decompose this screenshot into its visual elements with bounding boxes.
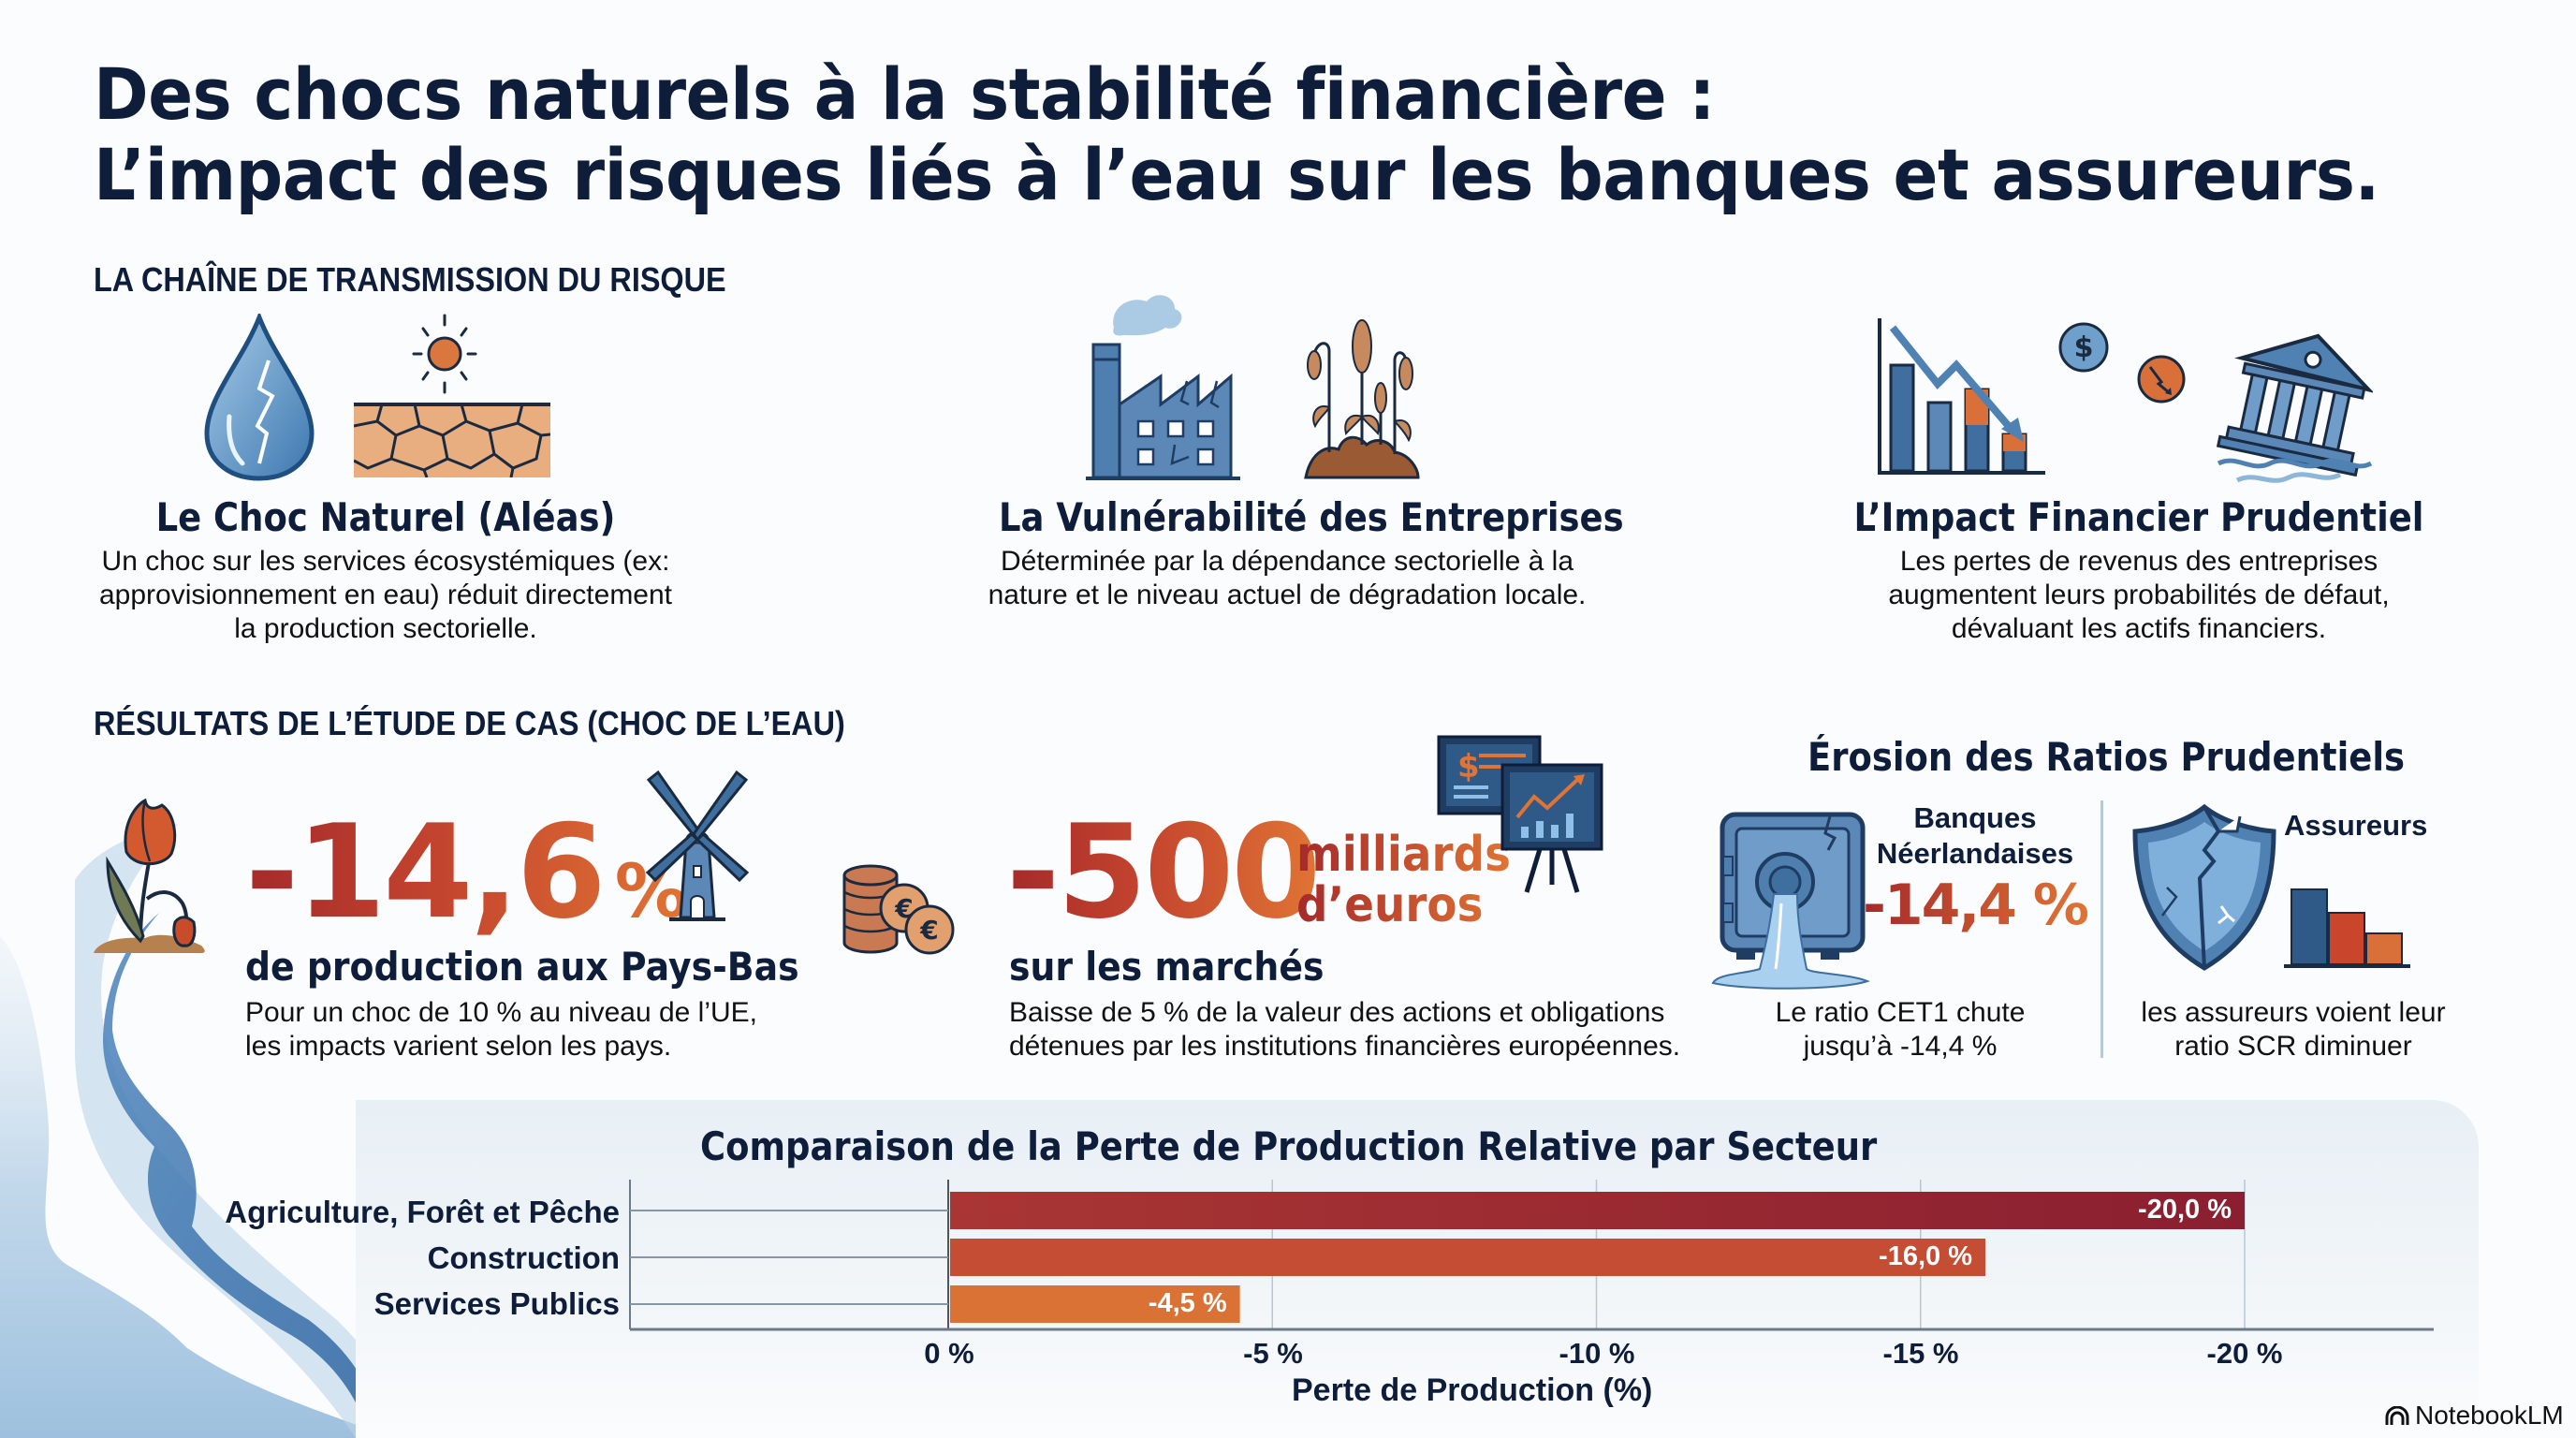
chain-step3-desc-line: augmentent leurs probabilités de défaut,: [1888, 580, 2390, 610]
leaking-safe-icon: [1711, 812, 1870, 990]
netherlands-value-number: -14,6: [245, 797, 604, 947]
dry-cracked-earth-icon: [354, 403, 550, 477]
chain-step1-desc-line: la production sectorielle.: [234, 613, 537, 644]
svg-text:€: €: [894, 893, 913, 924]
category-label-services: Services Publics: [373, 1286, 620, 1321]
erosion-divider: [2100, 800, 2103, 1058]
cracked-shield-icon: [2132, 803, 2276, 971]
markets-unit-line1: milliards: [1296, 827, 1511, 883]
banks-desc-line: Le ratio CET1 chute: [1775, 997, 2026, 1028]
netherlands-desc-line: les impacts varient selon les pays.: [245, 1031, 672, 1062]
cracked-water-drop-icon: [204, 314, 315, 481]
page-title-line2: L’impact des risques liés à l’eau sur le…: [94, 133, 2379, 216]
svg-text:€: €: [919, 915, 938, 946]
netherlands-desc-line: Pour un choc de 10 % au niveau de l’UE,: [245, 997, 758, 1028]
netherlands-value: -14,6%: [245, 807, 688, 958]
markets-value: -500: [1006, 797, 1321, 947]
category-label-agriculture: Agriculture, Forêt et Pêche: [225, 1195, 620, 1229]
damaged-factory-icon: [1086, 295, 1240, 480]
chain-heading: LA CHAÎNE DE TRANSMISSION DU RISQUE: [94, 260, 726, 299]
page-title-line1: Des chocs naturels à la stabilité financ…: [94, 52, 1716, 136]
bar-value-label: -20,0 %: [2138, 1195, 2232, 1225]
x-tick-label: 0 %: [924, 1337, 974, 1370]
x-tick-label: -10 %: [1559, 1337, 1635, 1370]
windmill-icon: [645, 770, 750, 921]
markets-unit: milliards d’euros: [1296, 829, 1511, 931]
chart-title: Comparaison de la Perte de Production Re…: [700, 1123, 1878, 1169]
insurers-desc: les assureurs voient leur ratio SCR dimi…: [2120, 996, 2466, 1064]
dollar-coin-icon: $: [2058, 322, 2109, 373]
euro-coins-icon: € €: [842, 864, 955, 955]
page-title: Des chocs naturels à la stabilité financ…: [94, 54, 2379, 215]
chain-step2-desc-line: Déterminée par la dépendance sectorielle…: [1000, 546, 1574, 577]
banks-desc-line: jusqu’à -14,4 %: [1803, 1031, 1998, 1062]
chain-step3-desc-line: Les pertes de revenus des entreprises: [1899, 546, 2378, 577]
netherlands-subtitle: de production aux Pays-Bas: [245, 944, 799, 990]
x-axis-title: Perte de Production (%): [1292, 1372, 1653, 1408]
wilting-crops-icon: [1304, 319, 1420, 479]
markets-desc: Baisse de 5 % de la valeur des actions e…: [1009, 996, 1680, 1064]
wilting-tulip-icon: [94, 798, 205, 953]
markets-desc-line: détenues par les institutions financière…: [1009, 1031, 1681, 1062]
chain-step3-desc-line: dévaluant les actifs financiers.: [1951, 613, 2327, 644]
banks-label: Banques Néerlandaises: [1863, 800, 2087, 872]
sinking-bank-icon: [2216, 333, 2373, 483]
down-trend-coin-icon: [2137, 355, 2186, 404]
svg-text:$: $: [2074, 331, 2094, 364]
x-tick-label: -20 %: [2206, 1337, 2283, 1370]
netherlands-desc: Pour un choc de 10 % au niveau de l’UE, …: [245, 996, 757, 1064]
chain-step3-desc: Les pertes de revenus des entreprises au…: [1811, 545, 2466, 646]
bar-value-label: -4,5 %: [1148, 1288, 1227, 1318]
results-heading: RÉSULTATS DE L’ÉTUDE DE CAS (CHOC DE L’E…: [94, 704, 845, 742]
banks-value: -14,4 %: [1863, 873, 2089, 938]
insurers-desc-line: les assureurs voient leur: [2141, 997, 2446, 1028]
financial-screens-icon: $: [1437, 735, 1603, 893]
notebooklm-logo-text: NotebookLM: [2415, 1401, 2564, 1430]
bar-value-label: -16,0 %: [1879, 1241, 1972, 1271]
banks-label-line1: Banques: [1913, 801, 2037, 834]
insurers-desc-line: ratio SCR diminuer: [2174, 1031, 2412, 1062]
chain-step3-title: L’Impact Financier Prudentiel: [1853, 494, 2424, 540]
category-label-construction: Construction: [427, 1240, 620, 1275]
markets-desc-line: Baisse de 5 % de la valeur des actions e…: [1009, 997, 1665, 1028]
svg-text:$: $: [1457, 748, 1480, 785]
notebooklm-logo-icon: [2385, 1406, 2409, 1425]
x-tick-label: -5 %: [1243, 1337, 1303, 1370]
declining-bar-chart-icon: [1878, 318, 2045, 475]
notebooklm-logo: NotebookLM: [2385, 1401, 2564, 1431]
chain-step2-desc: Déterminée par la dépendance sectorielle…: [959, 545, 1615, 612]
banks-value-text: -14,4 %: [1863, 873, 2089, 938]
banks-label-line2: Néerlandaises: [1876, 837, 2074, 870]
insurers-declining-bars-icon: [2284, 888, 2410, 968]
chain-step2-desc-line: nature et le niveau actuel de dégradatio…: [988, 580, 1587, 610]
markets-unit-line2: d’euros: [1296, 880, 1511, 931]
x-tick-label: -15 %: [1882, 1337, 1959, 1370]
erosion-heading: Érosion des Ratios Prudentiels: [1807, 734, 2406, 780]
markets-subtitle: sur les marchés: [1009, 944, 1325, 990]
chain-step1-desc: Un choc sur les services écosystémiques …: [58, 545, 713, 646]
chain-step2-title: La Vulnérabilité des Entreprises: [999, 494, 1624, 540]
chain-step1-title: Le Choc Naturel (Aléas): [155, 494, 616, 540]
sun-icon: [412, 314, 477, 394]
insurers-label: Assureurs: [2284, 809, 2428, 842]
chain-step1-desc-line: Un choc sur les services écosystémiques …: [101, 546, 670, 577]
banks-desc: Le ratio CET1 chute jusqu’à -14,4 %: [1741, 996, 2059, 1064]
chain-step1-desc-line: approvisionnement en eau) réduit directe…: [98, 580, 673, 610]
